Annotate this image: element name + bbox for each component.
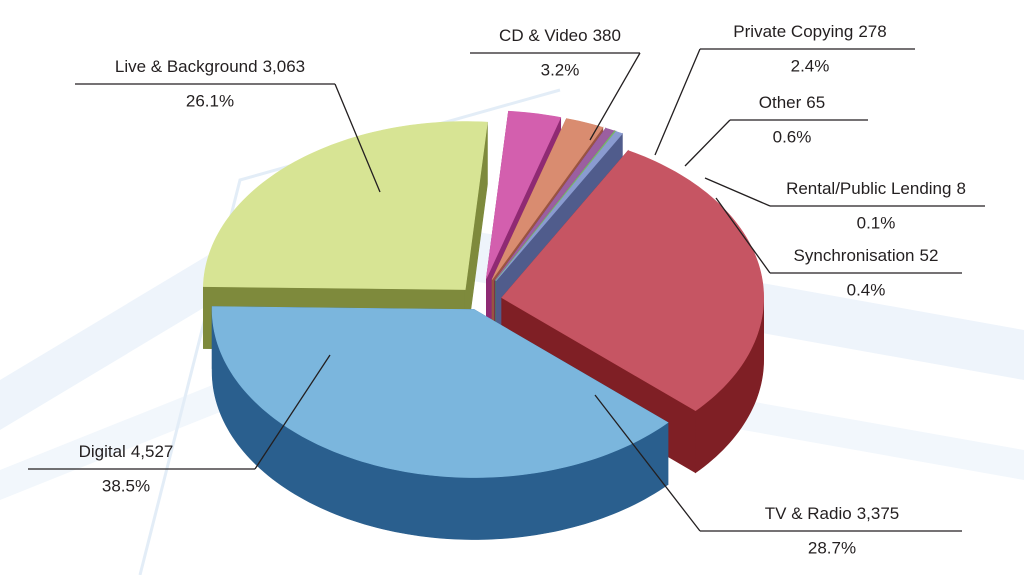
value-label: 380 bbox=[593, 26, 621, 45]
slice bbox=[202, 121, 488, 290]
category-name: Private Copying bbox=[733, 22, 853, 41]
percent-label: 26.1% bbox=[186, 91, 234, 110]
percent-label: 28.7% bbox=[808, 538, 856, 557]
category-name: Synchronisation bbox=[794, 246, 915, 265]
percent-label: 0.1% bbox=[857, 213, 896, 232]
value-label: 3,375 bbox=[857, 504, 900, 523]
slice-label: CD & Video 380 bbox=[499, 26, 621, 45]
category-name: Other bbox=[759, 93, 802, 112]
category-name: Live & Background bbox=[115, 57, 258, 76]
percent-label: 38.5% bbox=[102, 476, 150, 495]
slice-label: Digital 4,527 bbox=[79, 442, 174, 461]
value-label: 65 bbox=[806, 93, 825, 112]
leader-line bbox=[254, 354, 331, 470]
slice bbox=[211, 306, 669, 478]
slice bbox=[494, 127, 615, 281]
slice bbox=[486, 110, 562, 279]
value-label: 278 bbox=[858, 22, 886, 41]
leader-line bbox=[715, 197, 771, 274]
category-name: Rental/Public Lending bbox=[786, 179, 951, 198]
slice bbox=[495, 131, 623, 281]
leader-line bbox=[334, 83, 381, 193]
value-label: 52 bbox=[920, 246, 939, 265]
percent-label: 0.4% bbox=[847, 280, 886, 299]
slice-label: Other 65 bbox=[759, 93, 825, 112]
value-label: 3,063 bbox=[263, 57, 306, 76]
value-label: 4,527 bbox=[131, 442, 174, 461]
leader-line bbox=[684, 119, 731, 167]
labels: Live & Background 3,063 26.1% CD & Video 380… bbox=[28, 22, 985, 557]
leader-line bbox=[594, 394, 701, 532]
percent-label: 3.2% bbox=[541, 60, 580, 79]
category-name: TV & Radio bbox=[765, 504, 852, 523]
leader-line bbox=[704, 177, 771, 207]
slice bbox=[491, 118, 604, 280]
leader-line bbox=[654, 48, 701, 156]
category-name: Digital bbox=[79, 442, 126, 461]
category-name: CD & Video bbox=[499, 26, 588, 45]
slice-label: TV & Radio 3,375 bbox=[765, 504, 899, 523]
percent-label: 2.4% bbox=[791, 56, 830, 75]
slice-label: Synchronisation 52 bbox=[794, 246, 939, 265]
slice-label: Live & Background 3,063 bbox=[115, 57, 305, 76]
percent-label: 0.6% bbox=[773, 127, 812, 146]
leader-line bbox=[589, 52, 641, 141]
slice bbox=[495, 130, 617, 281]
slice-label: Private Copying 278 bbox=[733, 22, 886, 41]
pie-tops bbox=[202, 110, 765, 478]
slice bbox=[501, 150, 765, 412]
slice-label: Rental/Public Lending 8 bbox=[786, 179, 966, 198]
value-label: 8 bbox=[956, 179, 965, 198]
